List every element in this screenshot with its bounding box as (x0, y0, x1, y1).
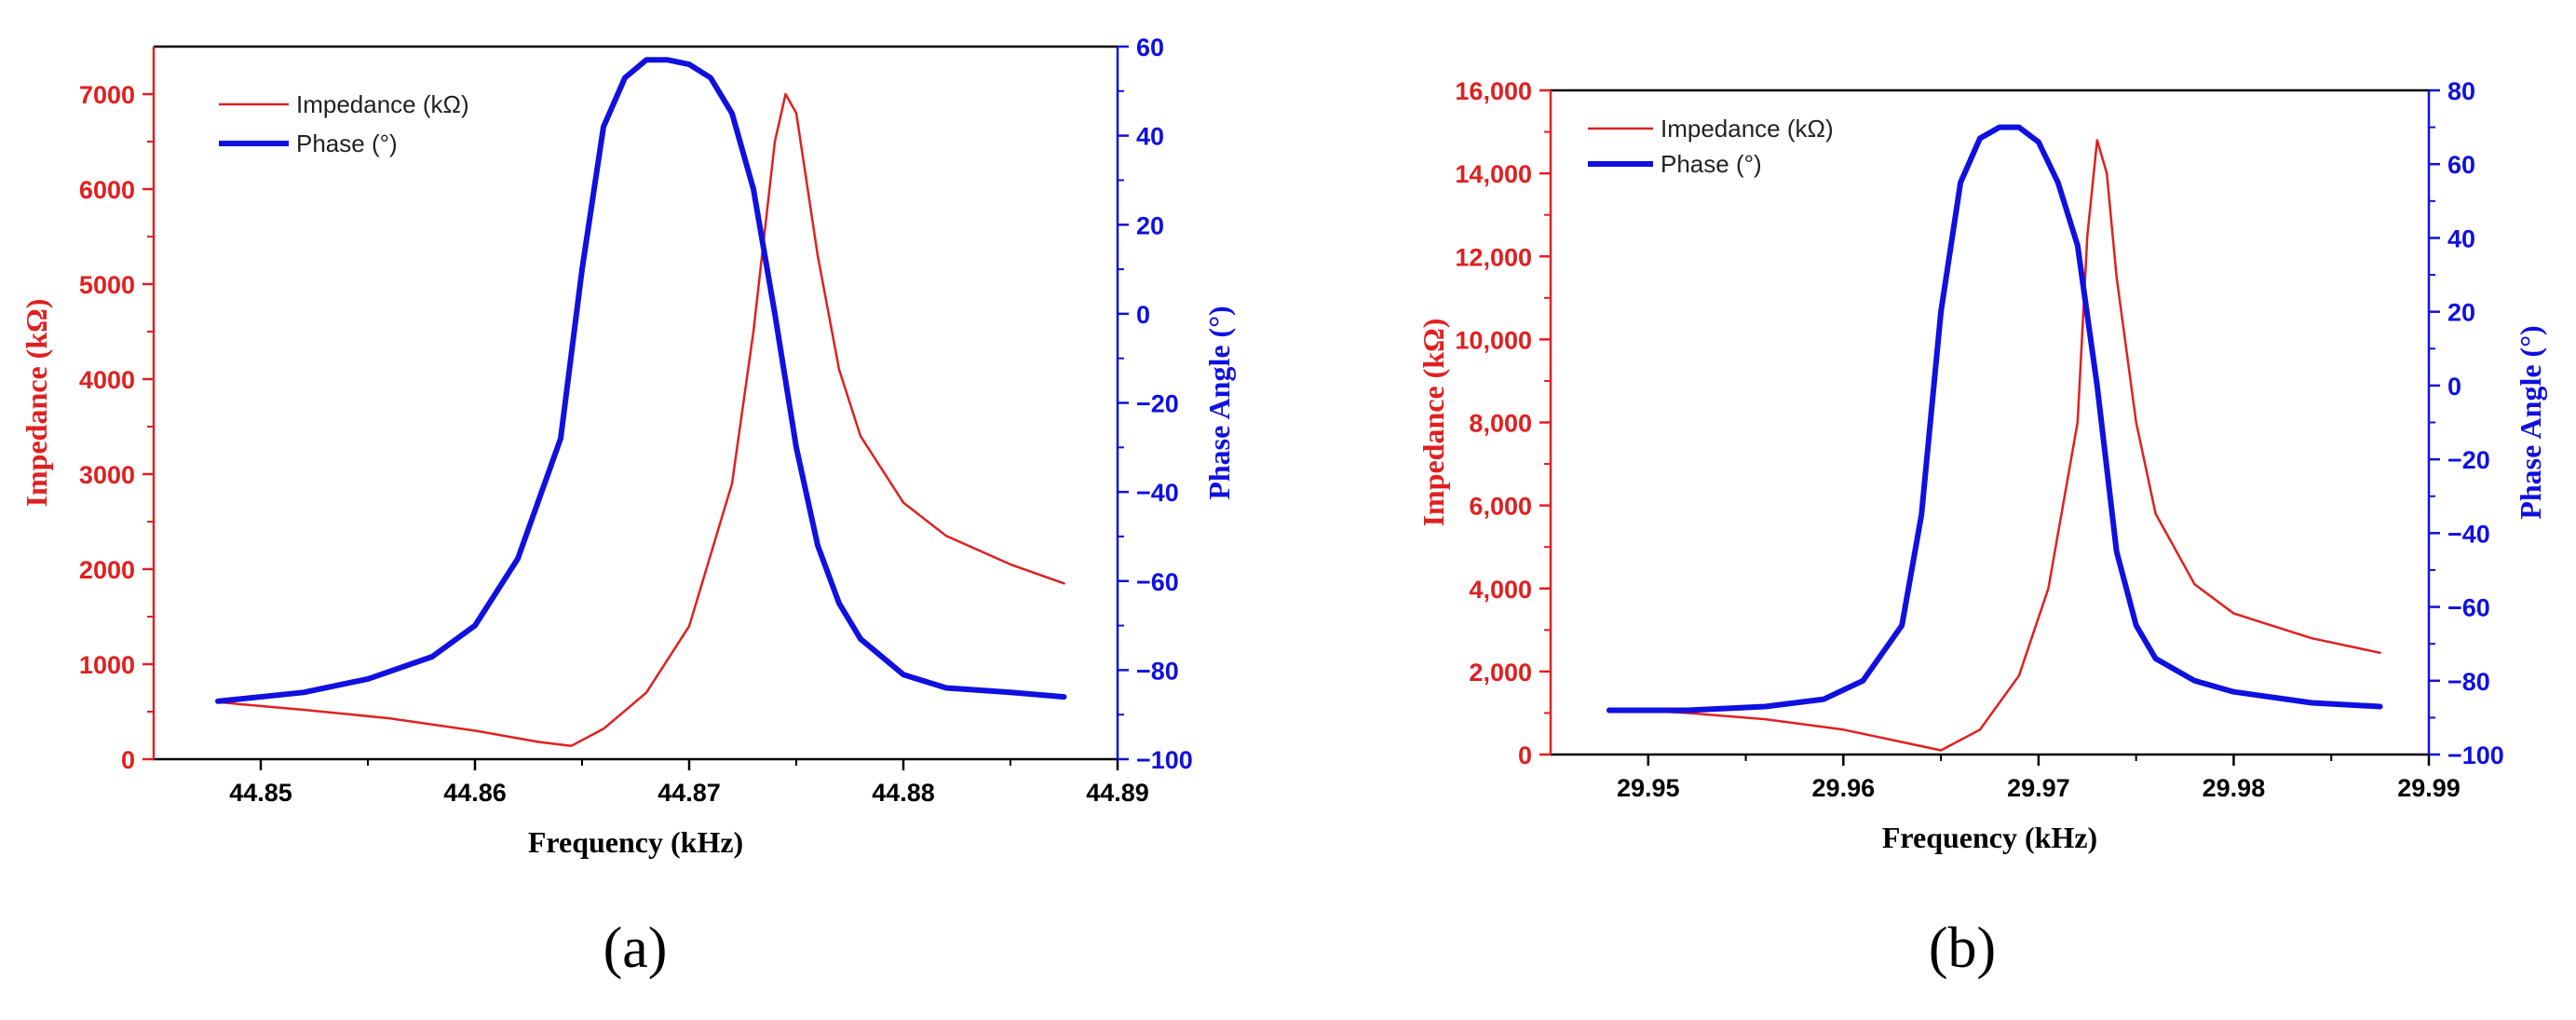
panel-b-right-tick-label: 80 (2447, 77, 2475, 105)
panel-b-label: (b) (1929, 917, 1996, 980)
panel-b-phase-line (1606, 124, 2383, 714)
panel-b-x-tick-label: 29.98 (2203, 774, 2266, 802)
panel-a-x-tick-label: 44.85 (229, 779, 292, 807)
panel-a-label: (a) (603, 917, 668, 980)
panel-b-left-tick-label: 10,000 (1455, 326, 1532, 354)
panel-a: 44.85 44.86 44.87 44.88 44.89 0 1000 2000 3000 40… (20, 34, 1236, 980)
panel-a-legend: Impedance (kΩ) Phase (°) (219, 90, 469, 157)
panel-a-x-tick-label: 44.87 (658, 779, 721, 807)
panel-a-left-tick-label: 7000 (79, 81, 135, 109)
panel-a-x-tick-label: 44.86 (443, 779, 507, 807)
panel-a-x-tick-label: 44.88 (872, 779, 935, 807)
panel-b-right-tick-label: −80 (2447, 668, 2490, 696)
panel-a-legend-phase-label: Phase (°) (296, 129, 398, 157)
panel-b-left-tick-label: 16,000 (1455, 77, 1532, 105)
panel-a-right-tick-label: −100 (1136, 746, 1193, 774)
panel-b-left-axis-title: Impedance (kΩ) (1417, 319, 1450, 527)
panel-b-right-tick-label: 20 (2447, 299, 2475, 327)
panel-b-right-tick-label: 60 (2447, 151, 2475, 179)
panel-a-legend-impedance-label: Impedance (kΩ) (296, 90, 469, 118)
panel-a-axes: 44.85 44.86 44.87 44.88 44.89 0 1000 2000 3000 40… (79, 34, 1193, 807)
panel-b-plot-lines (1606, 124, 2383, 752)
panel-a-right-tick-label: 40 (1136, 123, 1164, 151)
panel-b-x-tick-label: 29.99 (2397, 774, 2461, 802)
panel-b-legend: Impedance (kΩ) Phase (°) (1588, 115, 1834, 178)
panel-b-left-tick-label: 0 (1518, 741, 1532, 769)
panel-b-left-tick-label: 2,000 (1469, 659, 1532, 687)
panel-a-x-axis-title: Frequency (kHz) (528, 825, 743, 859)
panel-a-right-tick-label: −20 (1136, 390, 1179, 418)
panel-a-left-tick-label: 0 (121, 746, 135, 774)
panel-a-right-tick-label: −40 (1136, 479, 1179, 507)
panel-b-right-tick-label: 0 (2447, 373, 2461, 401)
panel-a-right-tick-label: 60 (1136, 34, 1164, 61)
panel-a-right-tick-label: 0 (1136, 301, 1150, 329)
panel-b-left-tick-label: 8,000 (1469, 410, 1532, 438)
panel-a-left-tick-label: 3000 (79, 461, 135, 489)
panel-b-right-tick-label: −60 (2447, 594, 2490, 622)
panel-a-left-tick-label: 6000 (79, 176, 135, 204)
panel-a-left-tick-label: 5000 (79, 271, 135, 299)
panel-b-x-tick-label: 29.97 (2007, 774, 2070, 802)
panel-a-right-tick-label: 20 (1136, 211, 1164, 239)
panel-a-right-axis-title: Phase Angle (°) (1202, 306, 1236, 499)
panel-a-x-tick-label: 44.89 (1086, 779, 1149, 807)
panel-b-impedance-line (1607, 139, 2381, 752)
panel-b-legend-phase-label: Phase (°) (1661, 150, 1762, 178)
panel-b-x-tick-label: 29.95 (1617, 774, 1680, 802)
panel-a-impedance-line (216, 92, 1065, 747)
panel-a-left-axis-title: Impedance (kΩ) (20, 299, 53, 508)
panel-b-right-tick-label: −100 (2447, 741, 2504, 769)
panel-b-axes: 29.95 29.96 29.97 29.98 29.99 0 2,000 4,000 6,00… (1455, 77, 2503, 802)
panel-b-x-tick-label: 29.96 (1812, 774, 1876, 802)
panel-b-right-tick-label: 40 (2447, 224, 2475, 252)
panel-b-legend-impedance-label: Impedance (kΩ) (1661, 115, 1834, 143)
panel-a-right-tick-label: −60 (1136, 568, 1179, 596)
panel-b: 29.95 29.96 29.97 29.98 29.99 0 2,000 4,000 6,00… (1417, 77, 2547, 980)
panel-a-phase-line (215, 57, 1067, 704)
panel-b-left-tick-label: 4,000 (1469, 576, 1532, 604)
panel-b-right-tick-label: −40 (2447, 520, 2490, 548)
panel-a-left-tick-label: 4000 (79, 366, 135, 394)
panel-b-right-tick-label: −20 (2447, 446, 2490, 474)
panel-b-left-tick-label: 14,000 (1455, 160, 1532, 188)
panel-b-x-axis-title: Frequency (kHz) (1882, 821, 2097, 854)
panel-a-left-tick-label: 1000 (79, 651, 135, 679)
panel-a-left-tick-label: 2000 (79, 556, 135, 584)
panel-a-right-tick-label: −80 (1136, 657, 1179, 685)
panel-a-plot-lines (215, 57, 1067, 747)
panel-b-left-tick-label: 6,000 (1469, 493, 1532, 521)
panel-b-right-axis-title: Phase Angle (°) (2514, 325, 2547, 519)
panel-b-left-tick-label: 12,000 (1455, 243, 1532, 271)
